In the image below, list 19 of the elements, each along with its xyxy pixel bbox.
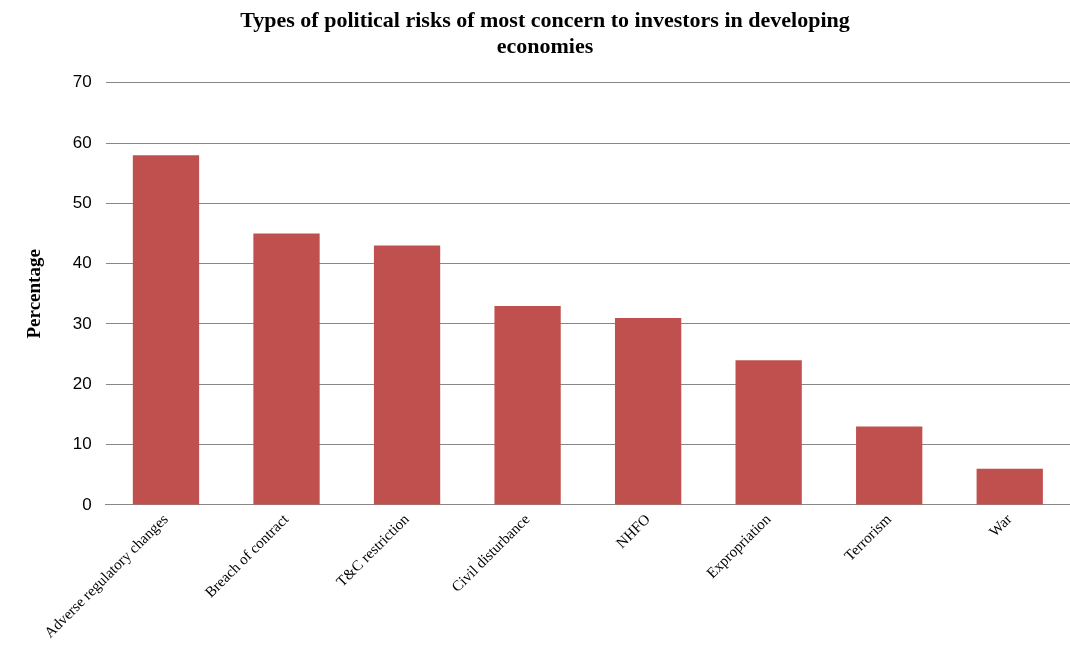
y-tick-label: 20 <box>72 373 92 393</box>
y-tick-label: 40 <box>72 253 92 273</box>
y-tick-label: 60 <box>72 132 92 152</box>
y-tick-label: 30 <box>72 313 92 333</box>
bar <box>373 245 441 505</box>
bar <box>494 305 561 505</box>
y-tick-label: 10 <box>72 434 92 454</box>
y-tick-label: 0 <box>82 494 92 514</box>
bar <box>856 426 923 505</box>
y-tick-label: 70 <box>72 72 92 92</box>
bar <box>614 317 682 505</box>
bar <box>132 155 200 505</box>
bar <box>735 360 802 505</box>
bar <box>253 233 320 505</box>
chart-title: Types of political risks of most concern to investors in developing economies <box>240 6 850 59</box>
bar <box>976 468 1043 505</box>
x-tick-label: War <box>985 510 1015 540</box>
y-tick-label: 50 <box>72 193 92 213</box>
y-axis-title: Percentage <box>23 249 45 339</box>
